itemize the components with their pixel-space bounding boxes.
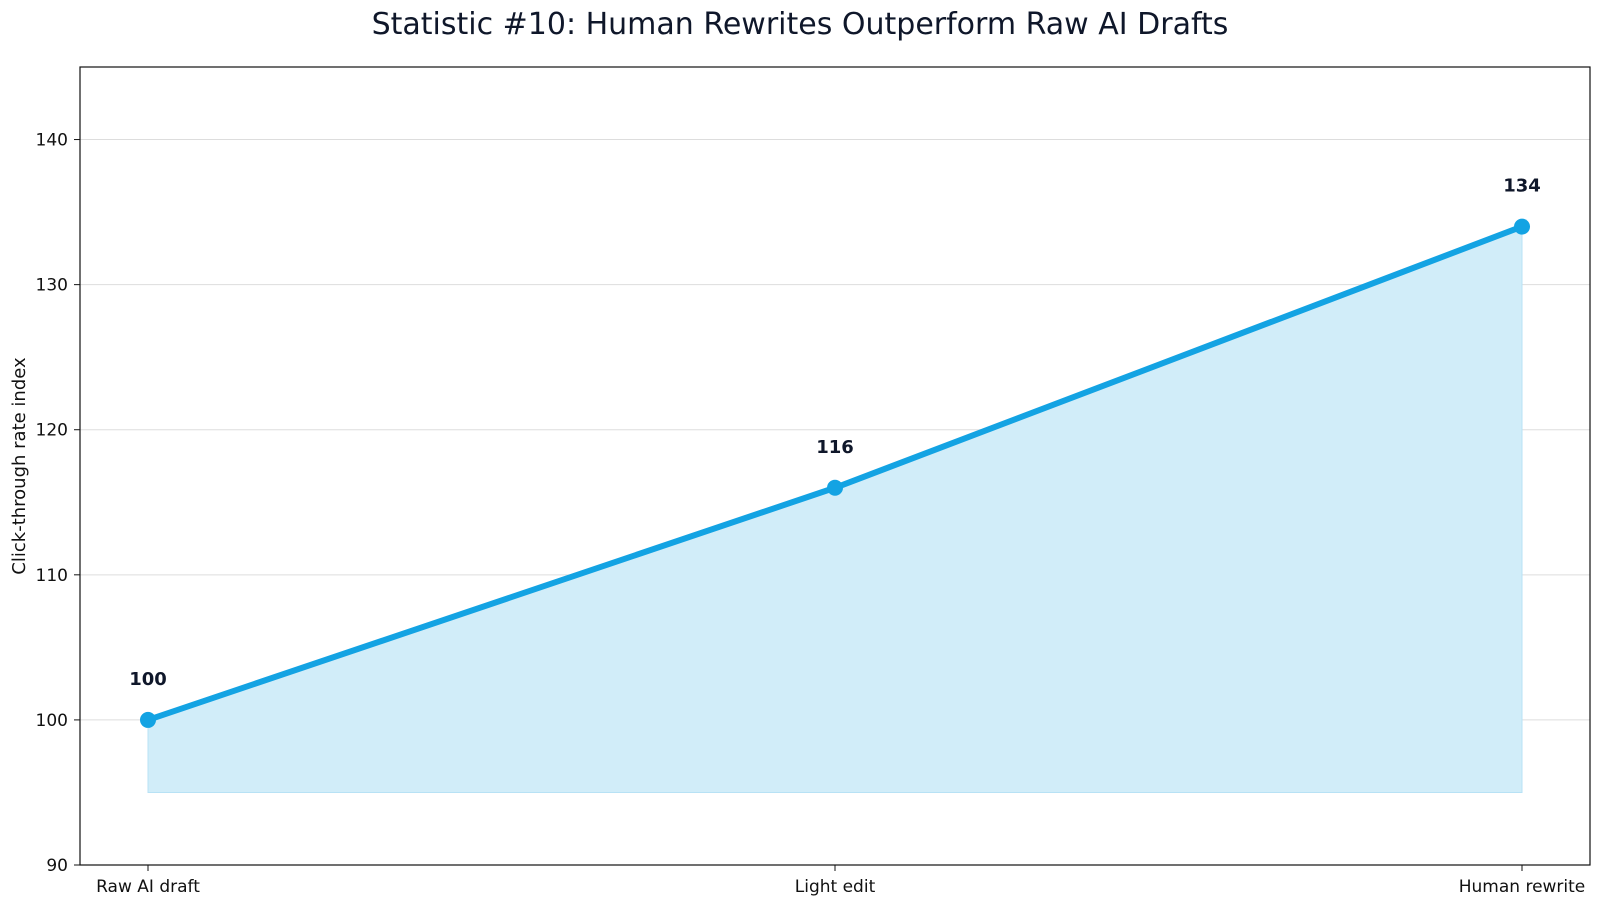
x-tick-label: Light edit [795, 877, 876, 897]
x-tick-label: Human rewrite [1459, 877, 1586, 897]
x-axis: Raw AI draft Light edit Human rewrite [96, 865, 1585, 897]
data-label: 116 [816, 437, 854, 458]
y-tick-label: 100 [36, 711, 68, 731]
data-points [140, 218, 1530, 728]
data-labels: 100 116 134 [129, 176, 1541, 690]
data-point [1514, 218, 1530, 235]
y-axis: 90 100 110 120 130 140 [36, 131, 80, 876]
y-axis-label: Click-through rate index [9, 357, 30, 575]
chart-title: Statistic #10: Human Rewrites Outperform… [372, 7, 1229, 42]
y-tick-label: 120 [36, 421, 68, 441]
data-point [827, 479, 843, 496]
data-point [140, 711, 156, 728]
data-label: 134 [1503, 176, 1541, 197]
y-tick-label: 130 [36, 276, 68, 296]
area-fill [147, 225, 1523, 793]
y-tick-label: 90 [46, 856, 68, 876]
x-tick-label: Raw AI draft [96, 877, 200, 897]
data-label: 100 [129, 669, 167, 690]
y-tick-label: 110 [36, 566, 68, 586]
y-tick-label: 140 [36, 131, 68, 151]
